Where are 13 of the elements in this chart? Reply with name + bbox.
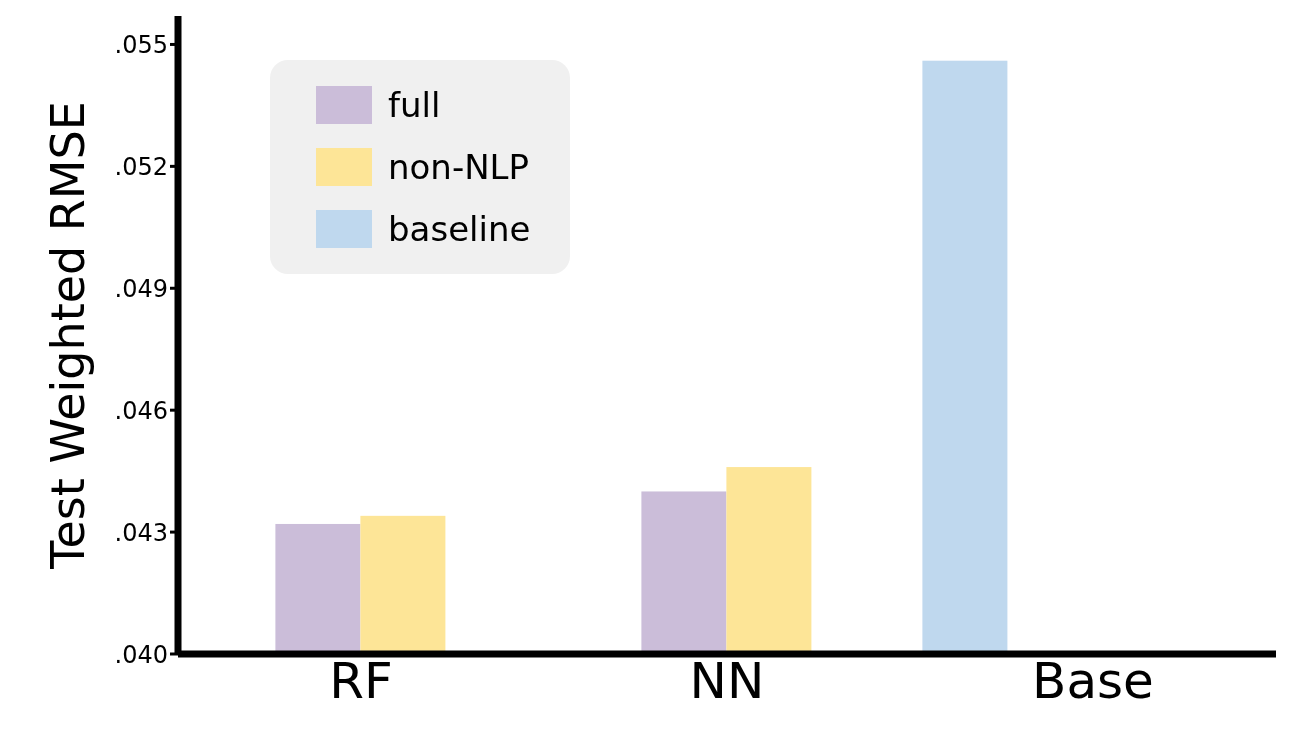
y-tick-label: .046 <box>114 396 168 425</box>
y-tick-label: .052 <box>114 152 168 181</box>
legend-label: non-NLP <box>388 147 530 187</box>
legend-label: full <box>388 85 441 125</box>
y-tick-label: .040 <box>114 640 168 669</box>
x-tick-label: RF <box>329 651 393 710</box>
y-axis-title: Test Weighted RMSE <box>41 101 96 570</box>
x-tick-label: NN <box>689 651 765 710</box>
x-tick-label: Base <box>1032 651 1154 710</box>
y-tick-label: .055 <box>114 30 168 59</box>
legend-label: baseline <box>388 209 531 249</box>
y-tick-label: .043 <box>114 518 168 547</box>
y-tick-label: .049 <box>114 274 168 303</box>
